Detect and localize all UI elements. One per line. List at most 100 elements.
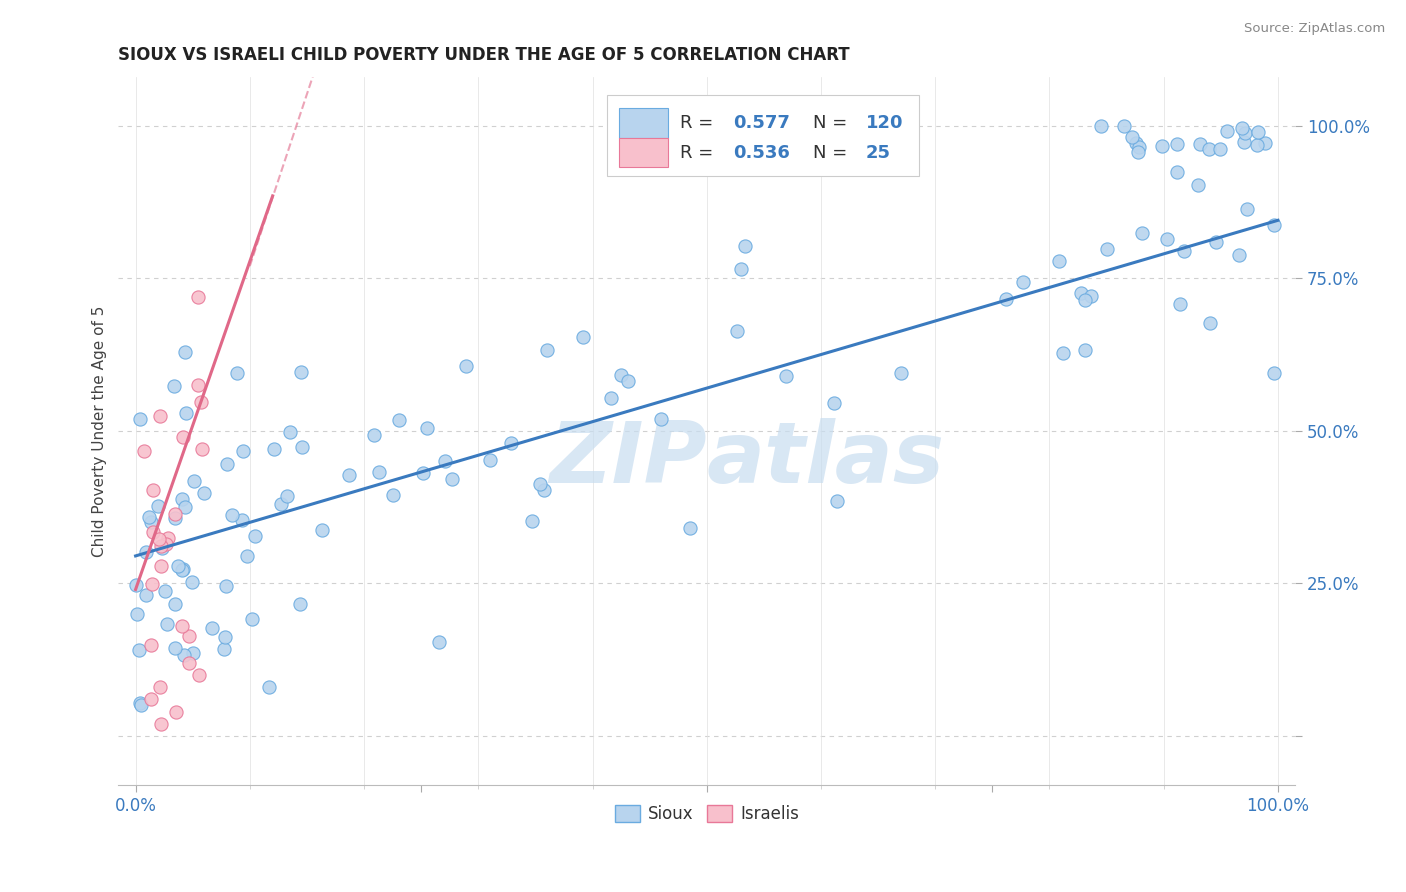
Point <box>1121 130 1143 145</box>
Text: 0.536: 0.536 <box>733 144 790 161</box>
Point <box>311 523 333 537</box>
Point <box>1230 121 1253 136</box>
Point <box>212 642 235 657</box>
Point <box>138 510 160 524</box>
Point <box>1254 136 1277 151</box>
Point <box>174 500 197 514</box>
Point <box>520 514 543 528</box>
Point <box>1070 285 1092 300</box>
Point <box>148 532 170 546</box>
Point <box>167 559 190 574</box>
Point <box>599 391 621 405</box>
Point <box>1047 254 1070 268</box>
Point <box>734 239 756 253</box>
Point <box>190 394 212 409</box>
Point <box>139 515 162 529</box>
Point <box>1074 293 1097 307</box>
FancyBboxPatch shape <box>619 108 668 137</box>
Point <box>725 324 748 338</box>
Point <box>174 344 197 359</box>
Point <box>278 425 301 439</box>
Point <box>1216 124 1239 138</box>
Point <box>440 472 463 486</box>
Point <box>232 444 254 458</box>
Point <box>1236 202 1258 217</box>
Point <box>149 680 172 694</box>
Point <box>141 577 163 591</box>
Point <box>153 584 176 599</box>
Point <box>125 607 148 621</box>
Point <box>1150 138 1173 153</box>
Point <box>135 545 157 559</box>
Text: N =: N = <box>813 114 852 132</box>
Point <box>1233 135 1256 149</box>
Point <box>191 442 214 456</box>
Point <box>179 629 201 643</box>
Point <box>1208 142 1230 156</box>
Point <box>240 612 263 626</box>
Point <box>456 359 478 373</box>
Point <box>139 638 162 652</box>
Point <box>416 421 439 435</box>
Point <box>1199 316 1222 330</box>
Point <box>163 511 186 525</box>
Point <box>225 366 247 380</box>
Point <box>536 343 558 357</box>
Point <box>183 646 205 660</box>
Point <box>200 621 222 635</box>
Point <box>824 396 846 410</box>
Point <box>187 378 209 392</box>
Point <box>1187 178 1209 192</box>
Point <box>150 541 173 556</box>
Point <box>433 454 456 468</box>
Point <box>142 483 165 497</box>
Point <box>129 412 152 426</box>
Point <box>150 559 173 574</box>
Point <box>221 508 243 523</box>
Point <box>368 465 391 479</box>
Point <box>231 513 253 527</box>
Point <box>135 588 157 602</box>
Text: N =: N = <box>813 144 852 161</box>
Point <box>1130 227 1153 241</box>
Point <box>172 561 194 575</box>
Point <box>165 640 187 655</box>
Point <box>1125 136 1147 151</box>
Point <box>156 616 179 631</box>
Point <box>617 374 640 388</box>
Point <box>412 466 434 480</box>
Point <box>427 635 450 649</box>
Point <box>730 262 752 277</box>
Point <box>163 597 186 611</box>
Point <box>214 630 236 644</box>
Point <box>533 483 555 498</box>
Text: atlas: atlas <box>707 417 945 500</box>
Point <box>381 488 404 502</box>
Point <box>1233 126 1256 140</box>
Point <box>650 412 672 426</box>
Point <box>214 579 236 593</box>
Point <box>165 705 187 719</box>
Point <box>257 680 280 694</box>
Point <box>290 365 312 379</box>
Point <box>193 486 215 500</box>
Point <box>1170 297 1192 311</box>
Point <box>1198 142 1220 156</box>
Text: 0.577: 0.577 <box>733 114 790 132</box>
Point <box>890 366 912 380</box>
Point <box>529 477 551 491</box>
Point <box>363 428 385 442</box>
Point <box>183 474 205 488</box>
Point <box>1156 232 1178 246</box>
Point <box>142 525 165 540</box>
Point <box>1246 137 1268 152</box>
Legend: Sioux, Israelis: Sioux, Israelis <box>607 798 806 830</box>
Point <box>155 537 177 551</box>
Point <box>149 539 172 553</box>
Point <box>825 494 848 508</box>
Point <box>1227 248 1250 262</box>
Y-axis label: Child Poverty Under the Age of 5: Child Poverty Under the Age of 5 <box>93 305 107 557</box>
Point <box>1166 165 1188 179</box>
Point <box>129 698 152 713</box>
Point <box>276 489 298 503</box>
